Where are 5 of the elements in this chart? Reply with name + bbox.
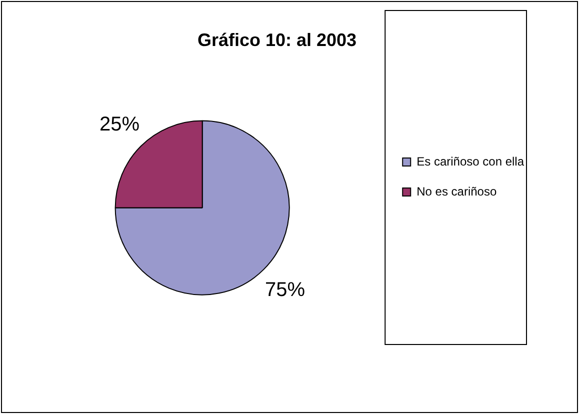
data-label: 25% [100,114,140,136]
legend-label: No es cariñoso [416,184,497,198]
legend-label: Es cariñoso con ella [416,154,524,168]
chart-title: Gráfico 10: al 2003 [197,30,357,50]
data-label: 75% [265,279,306,302]
